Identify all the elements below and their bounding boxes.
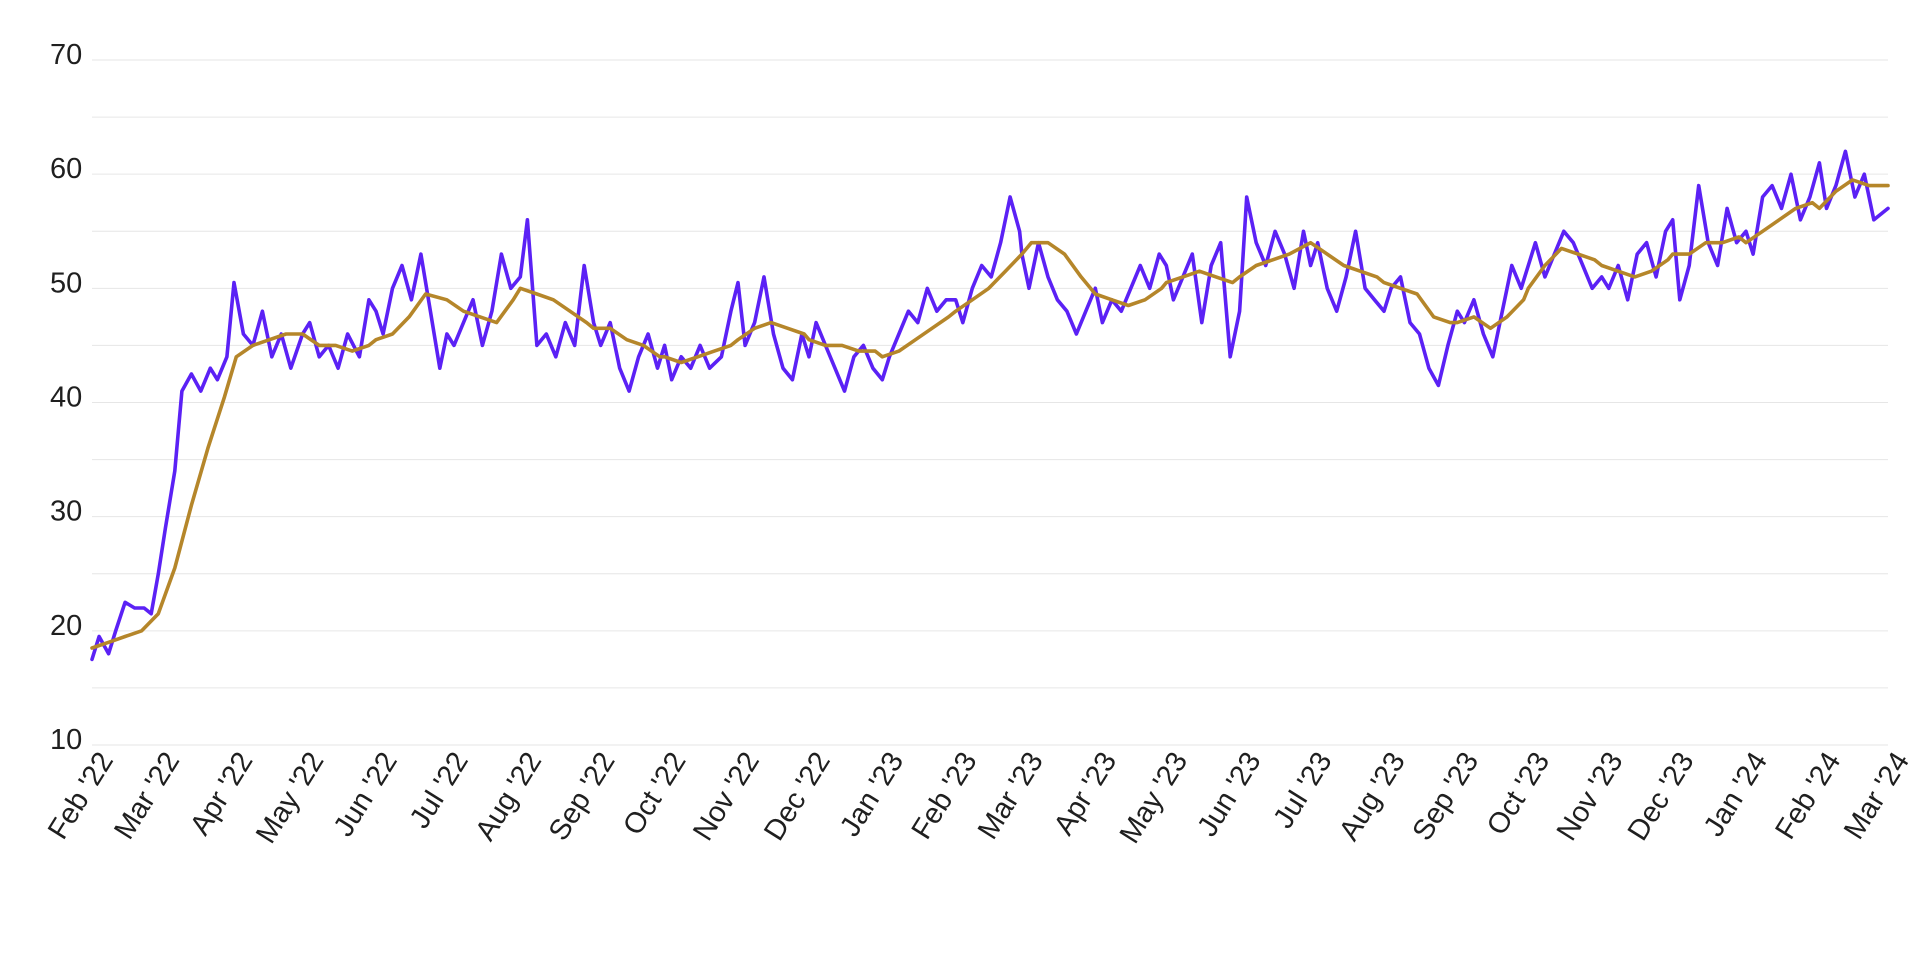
series-line-smoothed — [90, 178, 1890, 650]
x-tick-label: Jun '22 — [328, 747, 404, 842]
x-tick-label: Nov '23 — [1551, 747, 1630, 847]
y-tick-label: 20 — [50, 610, 82, 642]
x-tick-label: Mar '23 — [972, 747, 1050, 845]
x-tick-label: Feb '22 — [42, 747, 120, 845]
y-tick-label: 30 — [50, 496, 82, 528]
x-tick-label: Apr '22 — [184, 747, 259, 841]
x-tick-label: May '22 — [250, 747, 330, 849]
x-tick-label: Aug '23 — [1333, 747, 1412, 847]
x-tick-label: Nov '22 — [687, 747, 766, 847]
x-tick-label: Feb '24 — [1769, 747, 1847, 845]
y-tick-label: 10 — [50, 724, 82, 756]
y-tick-label: 60 — [50, 153, 82, 185]
x-tick-label: Jun '23 — [1191, 747, 1267, 842]
gridlines — [92, 59, 1888, 746]
x-tick-label: Jan '24 — [1698, 747, 1774, 842]
y-axis-ticks: 10 20 30 40 50 60 70 — [50, 39, 82, 756]
x-tick-label: Mar '24 — [1838, 747, 1916, 845]
x-tick-label: Dec '22 — [758, 747, 837, 847]
x-tick-label: Oct '22 — [617, 747, 692, 841]
x-tick-label: Oct '23 — [1481, 747, 1556, 841]
series-lines — [90, 149, 1890, 662]
x-tick-label: Dec '23 — [1622, 747, 1701, 847]
x-tick-label: Sep '22 — [543, 747, 622, 847]
x-tick-label: Apr '23 — [1048, 747, 1123, 841]
y-tick-label: 40 — [50, 382, 82, 414]
x-tick-label: Jul '23 — [1267, 747, 1338, 834]
x-tick-label: Sep '23 — [1406, 747, 1485, 847]
x-tick-label: Jul '22 — [404, 747, 475, 834]
x-tick-label: Feb '23 — [906, 747, 984, 845]
x-tick-label: Jan '23 — [834, 747, 910, 842]
x-tick-label: Mar '22 — [108, 747, 186, 845]
x-tick-label: Aug '22 — [469, 747, 548, 847]
series-line-daily — [90, 149, 1890, 662]
y-tick-label: 50 — [50, 267, 82, 299]
x-tick-label: May '23 — [1114, 747, 1194, 849]
y-tick-label: 70 — [50, 39, 82, 71]
